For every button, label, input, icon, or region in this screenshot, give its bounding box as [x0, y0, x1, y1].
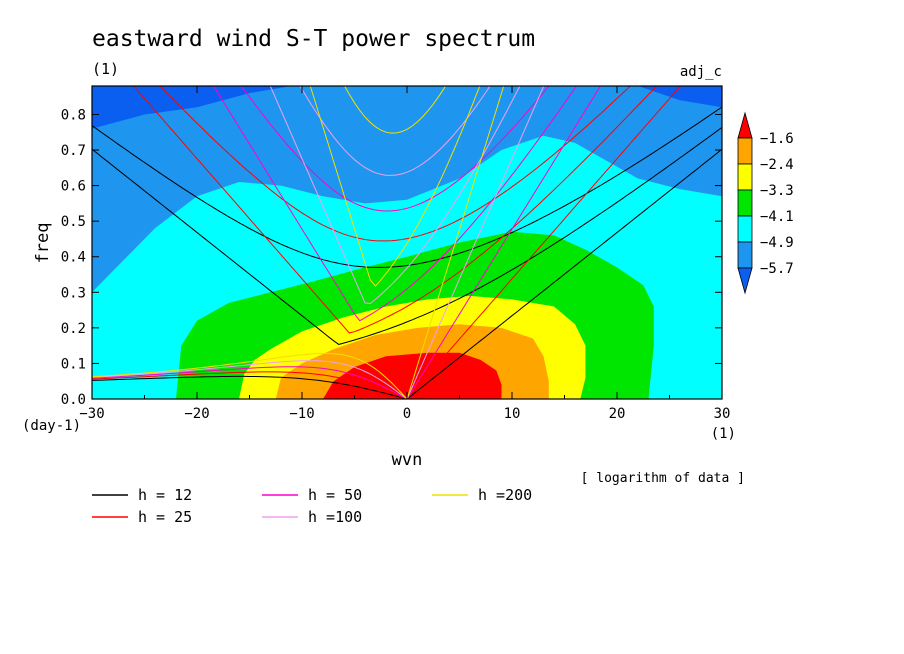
y-axis-label: freq — [33, 223, 53, 264]
curve-200-0 — [406, 86, 505, 399]
dispersion-curves — [92, 86, 722, 399]
legend-label: h =200 — [478, 486, 532, 504]
y-tick-label: 0.8 — [61, 107, 86, 123]
chart-subtitle-right: adj_c — [680, 64, 722, 80]
y-tick-label: 0.6 — [61, 179, 86, 195]
y-tick-label: 0.1 — [61, 356, 86, 372]
colorbar-max-arrow — [737, 111, 753, 139]
curve-100-1 — [269, 86, 521, 305]
contour-fills — [92, 86, 722, 399]
y-tick-label: 0.5 — [61, 214, 86, 230]
curve-50-0 — [406, 86, 602, 399]
colorbar-label: −2.4 — [760, 157, 794, 173]
x-tick-label: 20 — [609, 406, 626, 422]
colorbar-min-arrow — [737, 267, 753, 295]
y-unit-label: (day-1) — [22, 418, 81, 434]
colorbar-swatch — [737, 137, 753, 165]
y-tick-label: 0.7 — [61, 143, 86, 159]
legend-label: h = 25 — [138, 508, 192, 526]
x-tick-label: −20 — [184, 406, 209, 422]
legend-label: h =100 — [308, 508, 362, 526]
x-axis: −30 −20 −10 0 10 20 30 — [79, 86, 730, 422]
colorbar-label: −1.6 — [760, 131, 794, 147]
curve-12-2 — [92, 106, 722, 268]
y-tick-label: 0.4 — [61, 250, 86, 266]
x-tick-label: −10 — [289, 406, 314, 422]
curve-50-3 — [92, 366, 408, 399]
colorbar-label: −3.3 — [760, 183, 794, 199]
chart-subtitle-left: (1) — [92, 60, 119, 78]
legend-label: h = 12 — [138, 486, 192, 504]
chart-title: eastward wind S-T power spectrum — [92, 26, 535, 52]
x-tick-label: 30 — [714, 406, 731, 422]
curve-12-3 — [92, 375, 408, 399]
x-tick-label: 0 — [403, 406, 411, 422]
x-unit-label: (1) — [711, 426, 736, 442]
curve-100-3 — [92, 360, 408, 399]
colorbar-label: −4.9 — [760, 235, 794, 251]
x-tick-label: 10 — [504, 406, 521, 422]
colorbar-swatch — [737, 215, 753, 243]
curve-50-1 — [213, 86, 578, 322]
curve-12-0 — [406, 148, 722, 399]
legend-label: h = 50 — [308, 486, 362, 504]
curve-25-2 — [159, 86, 631, 242]
curve-25-3 — [92, 371, 408, 399]
x-tick-label: −30 — [79, 406, 104, 422]
colorbar-swatch — [737, 163, 753, 191]
colorbar: −1.6 −2.4 −3.3 −4.1 −4.9 −5.7 — [737, 111, 794, 295]
y-tick-label: 0.2 — [61, 321, 86, 337]
curve-200-3 — [92, 352, 408, 399]
colorbar-label: −4.1 — [760, 209, 794, 225]
y-tick-label: 0.3 — [61, 285, 86, 301]
y-axis: 0.0 0.1 0.2 0.3 0.4 0.5 0.6 0.7 0.8 — [61, 107, 722, 408]
legend: h = 12 h = 25 h = 50 h =100 h =200 — [92, 486, 532, 526]
colorbar-label: −5.7 — [760, 261, 794, 277]
curve-100-0 — [406, 86, 545, 399]
curve-12-1 — [92, 126, 722, 345]
curve-200-1 — [309, 86, 481, 287]
colorbar-swatch — [737, 189, 753, 217]
data-note: [ logarithm of data ] — [581, 471, 745, 486]
colorbar-swatch — [737, 241, 753, 269]
x-axis-label: wvn — [392, 450, 423, 470]
curve-200-2 — [343, 86, 447, 134]
y-tick-label: 0.0 — [61, 392, 86, 408]
curve-100-2 — [299, 86, 491, 176]
curve-25-1 — [132, 86, 658, 334]
curve-50-2 — [240, 86, 550, 212]
curve-25-0 — [406, 86, 682, 399]
